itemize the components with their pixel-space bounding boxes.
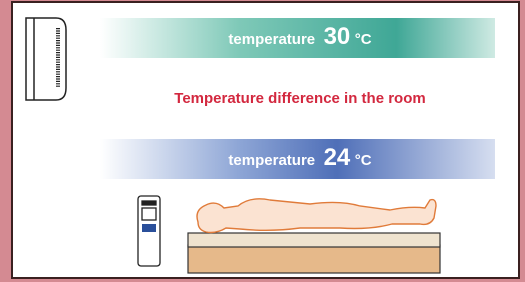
band-label: temperature: [228, 31, 315, 48]
band-value: 30: [324, 23, 351, 50]
band-value: 24: [324, 144, 351, 171]
diagram: temperature 30 °C Temperature difference…: [0, 0, 525, 282]
band-unit: °C: [355, 31, 372, 48]
band-unit: °C: [355, 152, 372, 169]
band-label: temperature: [228, 152, 315, 169]
caption: Temperature difference in the room: [174, 90, 425, 107]
bed: [188, 233, 440, 273]
remote-control: [138, 196, 160, 266]
air-conditioner: [26, 18, 66, 100]
